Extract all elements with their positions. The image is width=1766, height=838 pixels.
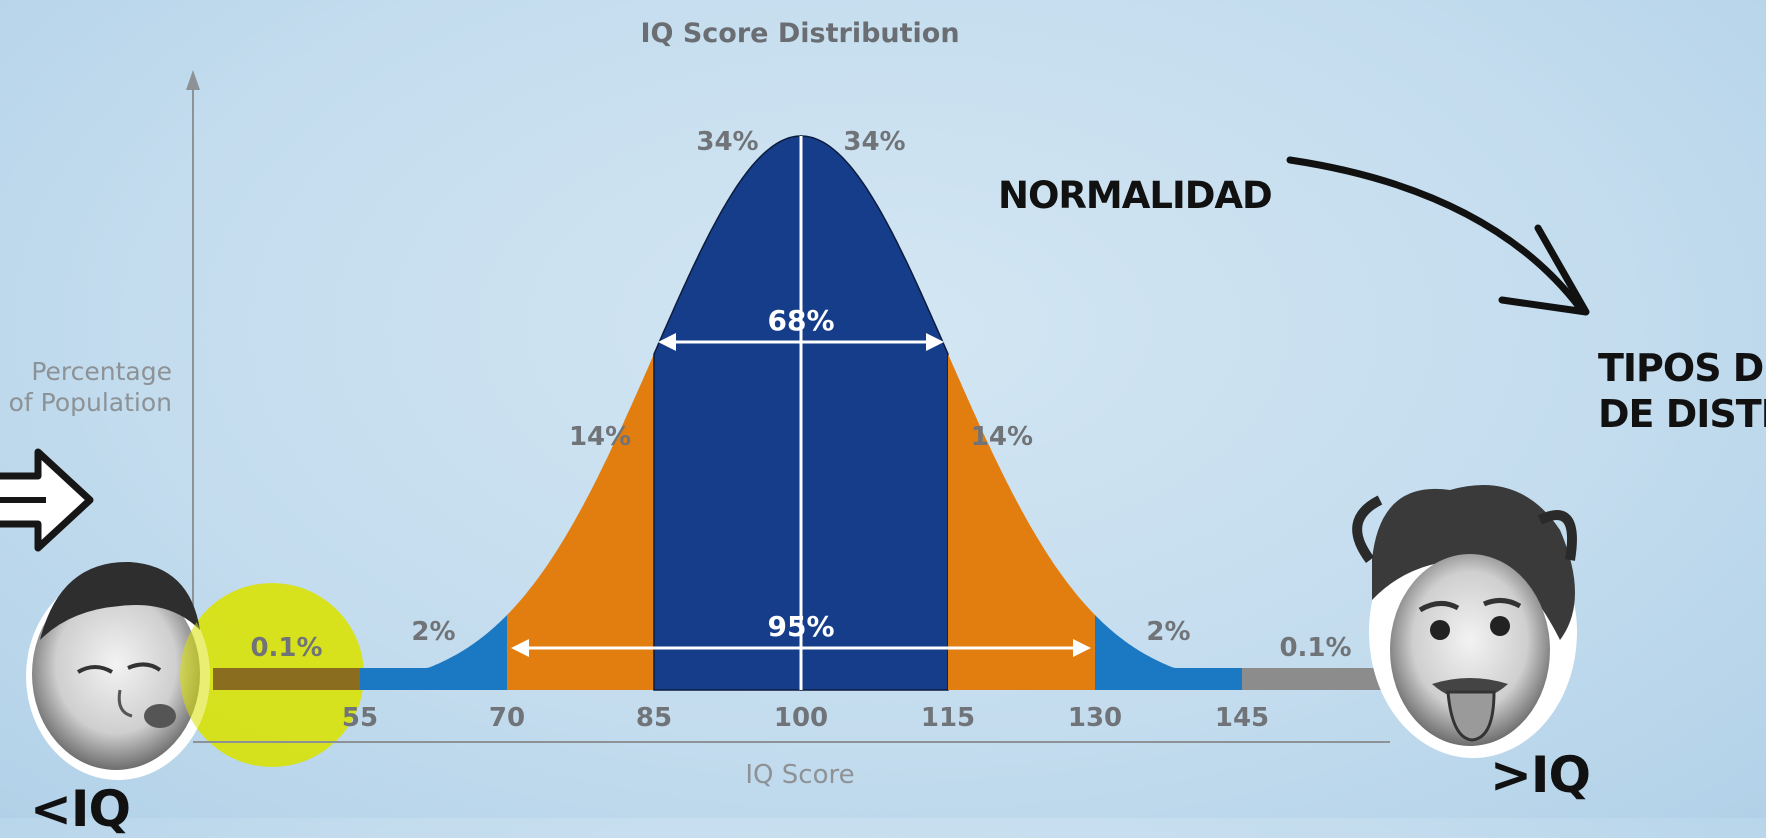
x-tick-85: 85 [636,703,672,733]
y-axis-label-text: Percentage of Population [8,357,172,417]
band-40-55 [213,668,360,690]
y-axis-label: Percentage of Population [0,356,172,418]
band-label-5: 14% [971,422,1033,452]
x-tick-100: 100 [774,703,828,733]
range-arrowhead-right [1073,639,1091,657]
caricature-face-icon [26,561,210,780]
x-tick-115: 115 [921,703,975,733]
band-label-3: 34% [696,127,758,157]
chart-overlay: 0.1% 2% 14% 34% 34% 14% 2% 0.1% 68% 95% 55 70 85 100 1… [250,127,1351,733]
x-tick-145: 145 [1215,703,1269,733]
band-label-2: 14% [569,422,631,452]
band-145-160 [1242,668,1389,690]
less-iq-annotation: <IQ [30,780,131,838]
x-axis-label: IQ Score [745,760,855,790]
hollow-right-arrow-icon [0,448,94,552]
range-arrowhead-right [926,333,944,351]
range-label: 95% [767,610,834,643]
band-label-4: 34% [843,127,905,157]
band-label-6: 2% [1146,617,1190,647]
band-label-7: 0.1% [1279,633,1351,663]
curved-arrow-icon [1286,156,1590,316]
band-130-145 [1095,615,1242,690]
band-label-1: 2% [411,617,455,647]
band-100-115 [800,135,949,691]
range-label: 68% [767,304,834,337]
range-arrowhead-left [511,639,529,657]
band-label-0: 0.1% [250,633,322,663]
x-tick-55: 55 [342,703,378,733]
range-arrowhead-left [658,333,676,351]
chart-canvas: 0.1% 2% 14% 34% 34% 14% 2% 0.1% 68% 95% 55 70 85 100 1… [0,70,1590,780]
band-55-70 [360,615,507,690]
distribution-bands [213,135,1389,691]
tipos-annotation: TIPOS DE DE DISTR [1598,346,1766,436]
x-tick-70: 70 [489,703,525,733]
normalidad-annotation: NORMALIDAD [998,174,1273,217]
chart-title: IQ Score Distribution [640,18,960,49]
band-85-100 [653,135,802,691]
greater-iq-annotation: >IQ [1490,746,1591,804]
band-70-85 [507,354,654,690]
y-axis-arrowhead [186,70,200,90]
band-115-130 [948,354,1095,690]
einstein-face-icon [1352,485,1577,758]
x-tick-130: 130 [1068,703,1122,733]
